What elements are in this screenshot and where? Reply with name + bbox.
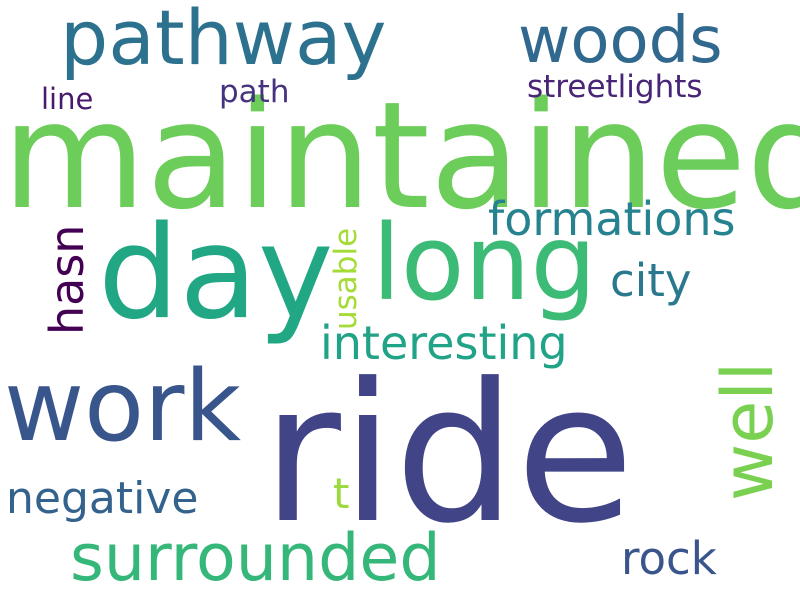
word-city: city [610, 254, 692, 307]
word-rock: rock [621, 532, 717, 585]
word-work: work [4, 350, 242, 464]
word-ride: ride [262, 343, 635, 566]
word-pathway: pathway [60, 0, 387, 82]
word-day: day [98, 199, 334, 348]
word-maintained: maintained [2, 70, 800, 242]
word-long: long [372, 202, 597, 324]
word-interesting: interesting [320, 316, 568, 370]
word-usable: usable [328, 227, 364, 330]
word-surrounded: surrounded [70, 521, 441, 596]
word-streetlights: streetlights [527, 69, 703, 105]
word-t: t [333, 469, 350, 518]
word-hasn: hasn [40, 224, 94, 335]
word-negative: negative [6, 473, 199, 524]
word-line: line [41, 82, 94, 116]
word-woods: woods [518, 4, 723, 78]
word-formations: formations [488, 192, 736, 246]
word-well: well [707, 361, 789, 501]
word-path: path [219, 74, 290, 110]
